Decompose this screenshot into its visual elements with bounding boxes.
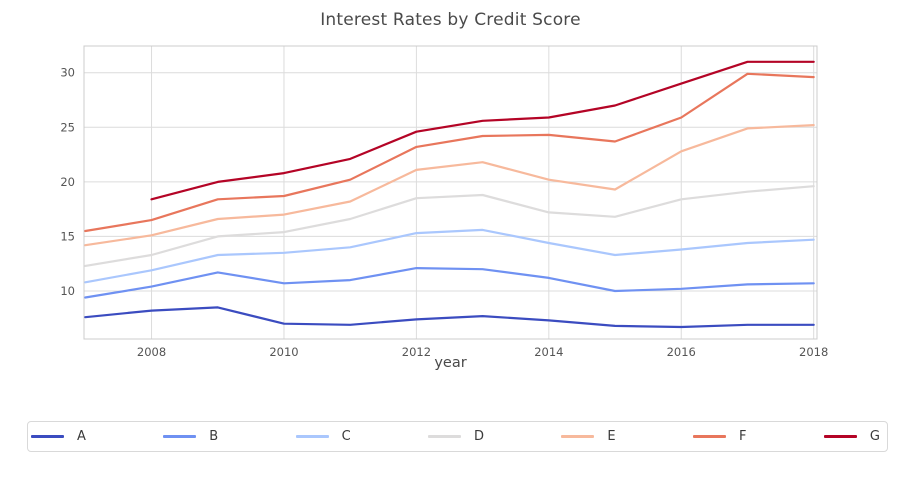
legend-label: D: [474, 429, 485, 444]
legend-label: G: [869, 429, 880, 444]
series-line-G: [150, 60, 815, 201]
legend-item-E: E: [561, 429, 616, 444]
legend-line-swatch: [693, 435, 727, 438]
legend-item-D: D: [428, 429, 484, 444]
legend-label: B: [209, 429, 219, 444]
legend-label: E: [607, 429, 616, 444]
series-line-E: [84, 123, 815, 247]
series-line-A: [84, 306, 815, 329]
legend-line-swatch: [428, 435, 462, 438]
legend-label: F: [739, 429, 747, 444]
legend-line-swatch: [561, 435, 595, 438]
legend-line-swatch: [823, 435, 857, 438]
x-tick-label: 2016: [667, 345, 696, 359]
y-tick-label: 15: [60, 229, 75, 243]
legend-line-swatch: [295, 435, 329, 438]
chart-title: Interest Rates by Credit Score: [320, 10, 581, 30]
series-line-B: [84, 267, 815, 299]
legend-label: A: [77, 429, 86, 444]
x-axis-label: year: [434, 355, 467, 371]
x-tick-label: 2014: [534, 345, 563, 359]
y-tick-label: 20: [60, 175, 75, 189]
series-line-D: [84, 185, 815, 267]
x-tick-label: 2010: [269, 345, 298, 359]
line-chart: 10 15 20 25 30 2008 2010 2012 2014 2016 2018: [60, 45, 828, 359]
legend-item-A: A: [31, 429, 86, 444]
y-tick-label: 10: [60, 284, 75, 298]
series-line-F: [84, 72, 815, 233]
legend-item-B: B: [163, 429, 218, 444]
legend-item-G: G: [823, 429, 880, 444]
series-line-C: [84, 228, 815, 284]
x-tick-label: 2012: [402, 345, 431, 359]
legend-item-C: C: [295, 429, 351, 444]
legend: A B C D E F G: [27, 421, 888, 452]
legend-item-F: F: [693, 429, 747, 444]
plot-border: [83, 45, 818, 340]
y-tick-label: 25: [60, 120, 75, 134]
legend-line-swatch: [31, 435, 64, 438]
legend-label: C: [341, 429, 351, 444]
y-tick-label: 30: [60, 66, 75, 80]
x-tick-label: 2018: [799, 345, 828, 359]
legend-line-swatch: [163, 435, 197, 438]
x-tick-label: 2008: [137, 345, 166, 359]
